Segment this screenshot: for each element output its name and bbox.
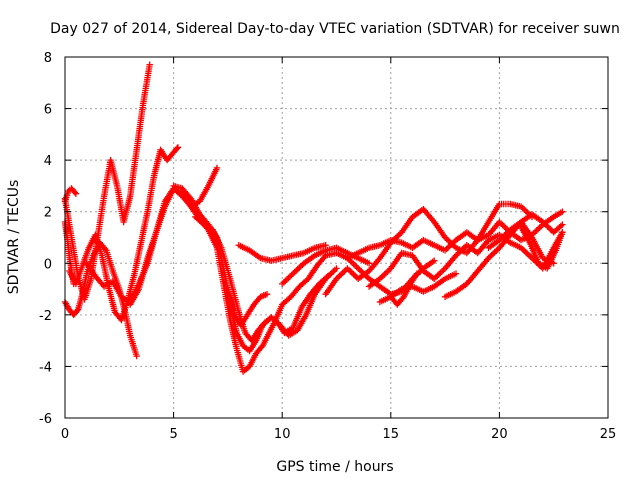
x-axis-label: GPS time / hours: [276, 459, 393, 475]
chart-title: Day 027 of 2014, Sidereal Day-to-day VTE…: [50, 21, 620, 37]
x-tick-label: 20: [491, 427, 508, 442]
data-markers: [61, 185, 80, 205]
data-markers: [235, 242, 329, 264]
data-markers: [66, 144, 182, 324]
data-markers: [376, 270, 460, 306]
y-tick-label: 6: [44, 103, 52, 118]
data-markers: [517, 224, 566, 272]
data-series: [61, 61, 566, 375]
series-arc-14: [344, 208, 566, 262]
y-tick-label: 8: [44, 51, 52, 66]
y-tick-label: 0: [44, 257, 52, 272]
series-arc-17: [376, 270, 460, 306]
series-arc-19: [485, 211, 566, 251]
series-arc-02: [61, 185, 80, 205]
x-tick-labels: 0 5 10 15 20 25: [61, 427, 616, 442]
series-arc-05: [66, 144, 182, 324]
x-tick-label: 15: [383, 427, 400, 442]
series-arc-01: [61, 61, 153, 303]
x-tick-label: 25: [600, 427, 617, 442]
data-markers: [224, 285, 271, 329]
grid-lines: [65, 57, 608, 418]
y-tick-label: -4: [39, 360, 52, 375]
series-arc-10: [224, 285, 271, 329]
series-arc-12: [279, 244, 373, 288]
y-tick-label: -2: [39, 309, 52, 324]
y-tick-labels: -6 -4 -2 0 2 4 6 8: [39, 51, 52, 427]
x-tick-label: 5: [169, 427, 177, 442]
axis-ticks: [64, 56, 609, 419]
series-arc-13: [322, 200, 536, 298]
series-arc-11: [235, 242, 329, 264]
series-arc-20: [517, 224, 566, 272]
data-markers: [322, 200, 536, 298]
y-axis-label: SDTVAR / TECUs: [6, 180, 22, 295]
data-markers: [485, 211, 566, 251]
data-markers: [344, 208, 566, 262]
plot-frame: [64, 56, 609, 419]
y-tick-label: -6: [39, 412, 52, 427]
y-tick-label: 2: [44, 206, 52, 221]
x-tick-label: 0: [61, 427, 69, 442]
data-markers: [279, 244, 373, 288]
y-tick-label: 4: [44, 154, 52, 169]
data-markers: [61, 61, 153, 303]
x-tick-label: 10: [274, 427, 291, 442]
